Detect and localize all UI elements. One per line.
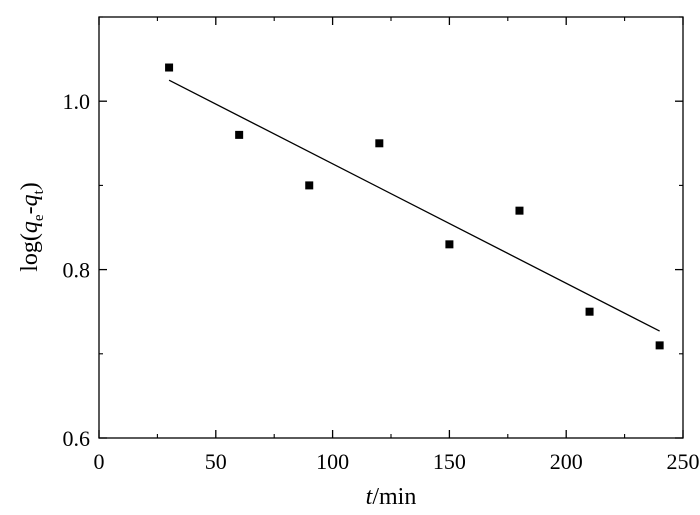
- x-tick-label: 50: [205, 449, 227, 474]
- fit-line: [168, 79, 660, 332]
- data-point: [655, 341, 664, 350]
- x-tick-label: 200: [550, 449, 583, 474]
- data-point: [445, 240, 454, 249]
- x-tick-label: 100: [316, 449, 349, 474]
- x-ticks: 0 50 100 150 200 250: [94, 17, 700, 474]
- data-points: [165, 63, 664, 350]
- x-tick-label: 250: [667, 449, 700, 474]
- x-axis-title: t/min: [366, 484, 417, 510]
- y-tick-label: 0.8: [63, 258, 91, 283]
- fit-line-group: [168, 79, 660, 332]
- x-tick-label: 150: [433, 449, 466, 474]
- data-point: [165, 63, 174, 72]
- data-point: [585, 307, 594, 316]
- plot-frame: [98, 16, 684, 439]
- data-point: [515, 206, 524, 215]
- data-point: [305, 181, 314, 190]
- y-axis-title: log(qe-qt): [17, 182, 47, 272]
- y-tick-label: 1.0: [63, 89, 91, 114]
- data-point: [235, 130, 244, 139]
- y-ticks: 0.6 0.8 1.0: [63, 16, 683, 451]
- data-point: [375, 139, 384, 148]
- y-tick-label: 0.6: [63, 426, 91, 451]
- x-tick-label: 0: [94, 449, 105, 474]
